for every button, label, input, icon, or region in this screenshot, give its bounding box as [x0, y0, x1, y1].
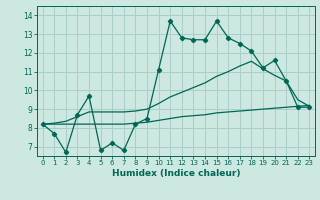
X-axis label: Humidex (Indice chaleur): Humidex (Indice chaleur)	[112, 169, 240, 178]
